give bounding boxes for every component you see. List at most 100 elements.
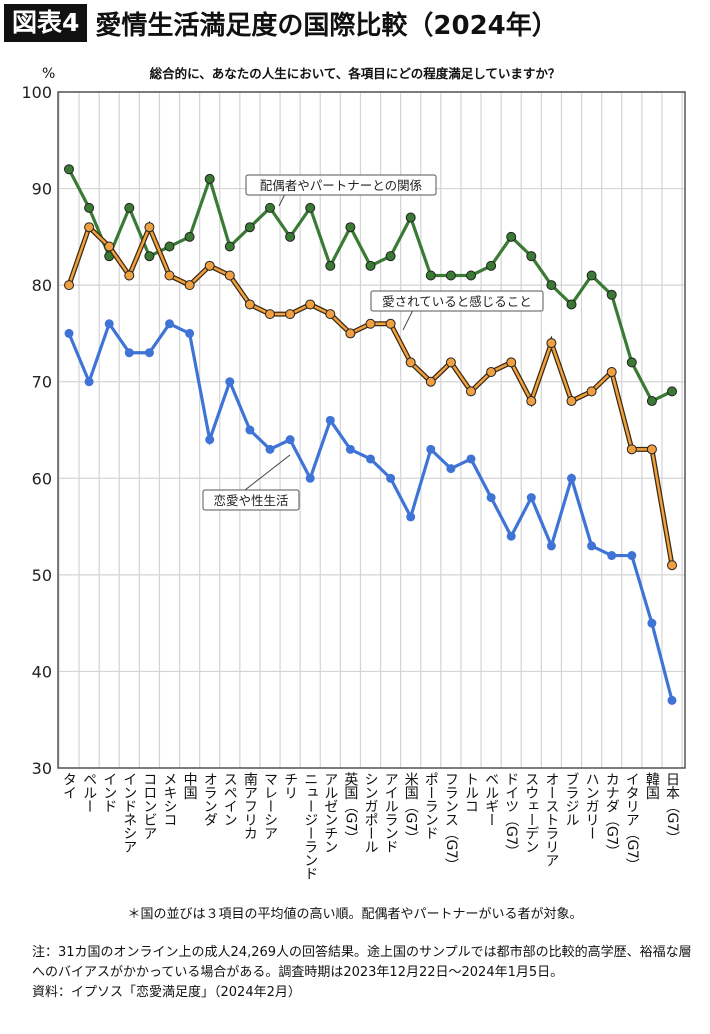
data-point xyxy=(646,396,657,407)
data-point xyxy=(104,319,114,329)
x-tick-label: オランダ xyxy=(201,772,218,826)
data-point xyxy=(345,328,356,339)
series-label: 配偶者やパートナーとの関係 xyxy=(260,178,422,193)
source-text: 資料：イプソス「恋愛満足度」（2024年2月） xyxy=(32,985,301,1000)
data-point xyxy=(345,444,355,454)
x-tick-label: イタリア（G7） xyxy=(623,772,640,872)
x-tick-label: チリ xyxy=(282,772,299,799)
data-point xyxy=(144,222,155,233)
y-tick-label: 70 xyxy=(32,373,52,392)
data-point xyxy=(606,367,617,378)
data-point xyxy=(586,386,597,397)
x-tick-label: トルコ xyxy=(463,772,479,813)
data-point xyxy=(587,541,597,551)
x-tick-label: メキシコ xyxy=(161,772,178,826)
data-point xyxy=(405,212,416,223)
x-tick-label: ハンガリー xyxy=(583,772,600,840)
data-point xyxy=(667,386,677,397)
callout-box xyxy=(202,489,300,511)
data-point xyxy=(445,357,456,368)
header: 図表4 愛情生活満足度の国際比較（2024年） xyxy=(4,4,558,42)
data-point xyxy=(486,367,497,378)
data-point xyxy=(104,241,115,252)
data-point xyxy=(305,202,316,213)
x-tick-label: スペイン xyxy=(221,772,238,826)
data-point xyxy=(627,551,637,561)
data-point xyxy=(446,464,456,474)
data-point xyxy=(285,309,296,320)
data-point xyxy=(265,309,275,320)
data-point xyxy=(466,270,476,281)
data-point xyxy=(84,222,95,233)
x-tick-label: ドイツ（G7） xyxy=(503,772,520,859)
notes: 注：31カ国のオンライン上の成人24,269人の回答結果。途上国のサンプルでは都… xyxy=(32,943,692,1003)
data-point xyxy=(285,231,296,242)
x-tick-label: オーストラリア xyxy=(543,772,560,867)
data-point xyxy=(586,270,597,281)
data-point xyxy=(164,270,175,281)
data-point xyxy=(124,270,135,281)
x-tick-label: アルゼンチン xyxy=(322,772,339,853)
data-point xyxy=(205,435,215,445)
data-point xyxy=(185,328,195,338)
x-tick-label: 日本（G7） xyxy=(664,772,680,845)
data-point xyxy=(667,695,677,705)
chart-subtitle: 総合的に、あなたの人生において、各項目にどの程度満足していますか？ xyxy=(149,66,561,81)
data-point xyxy=(325,415,335,425)
data-point xyxy=(526,493,536,503)
data-point xyxy=(244,222,255,233)
data-point xyxy=(646,444,657,455)
data-point xyxy=(506,531,516,541)
data-point xyxy=(184,280,195,291)
data-point xyxy=(546,338,557,349)
y-tick-label: 80 xyxy=(32,276,52,295)
data-point xyxy=(506,231,517,242)
data-point xyxy=(265,202,275,213)
data-point xyxy=(566,299,577,310)
x-tick-label: フランス（G7） xyxy=(442,772,459,872)
data-point xyxy=(165,319,174,329)
data-point xyxy=(606,289,617,300)
data-point xyxy=(426,444,436,454)
x-tick-label: 南アフリカ xyxy=(241,772,258,840)
data-point xyxy=(425,376,436,387)
x-tick-label: ポーランド xyxy=(422,772,439,840)
y-tick-label: 30 xyxy=(32,759,52,778)
footnote: ＊国の並びは３項目の平均値の高い順。配偶者やパートナーがいる者が対象。 xyxy=(127,907,583,922)
data-point xyxy=(466,454,476,464)
data-point xyxy=(84,202,95,213)
data-point xyxy=(546,541,556,551)
data-point xyxy=(144,348,154,358)
data-point xyxy=(245,425,255,435)
data-point xyxy=(385,318,396,329)
data-point xyxy=(184,231,195,242)
data-point xyxy=(325,309,336,320)
x-tick-label: インド xyxy=(101,772,118,813)
data-point xyxy=(526,251,537,262)
data-point xyxy=(385,251,396,262)
data-point xyxy=(305,299,316,310)
data-point xyxy=(225,377,235,387)
x-tick-label: インドネシア xyxy=(121,772,138,853)
data-point xyxy=(204,260,215,271)
x-tick-label: コロンビア xyxy=(141,772,158,840)
data-point xyxy=(506,357,517,368)
x-tick-label: 中国 xyxy=(181,772,198,799)
chart-title: 愛情生活満足度の国際比較（2024年） xyxy=(95,10,558,41)
callout-pointer xyxy=(244,454,291,491)
data-point xyxy=(244,299,255,310)
data-point xyxy=(84,377,94,387)
data-point xyxy=(567,473,576,483)
data-point xyxy=(566,396,577,407)
x-tick-label: ベルギー xyxy=(483,772,500,826)
data-point xyxy=(647,618,657,628)
x-tick-label: ニュージーランド xyxy=(302,772,319,880)
data-point xyxy=(445,270,456,281)
data-point xyxy=(224,241,235,252)
y-axis-unit: % xyxy=(42,66,56,82)
data-point xyxy=(667,560,677,571)
data-point xyxy=(607,551,617,561)
data-point xyxy=(406,512,416,522)
callout-box xyxy=(245,174,437,196)
